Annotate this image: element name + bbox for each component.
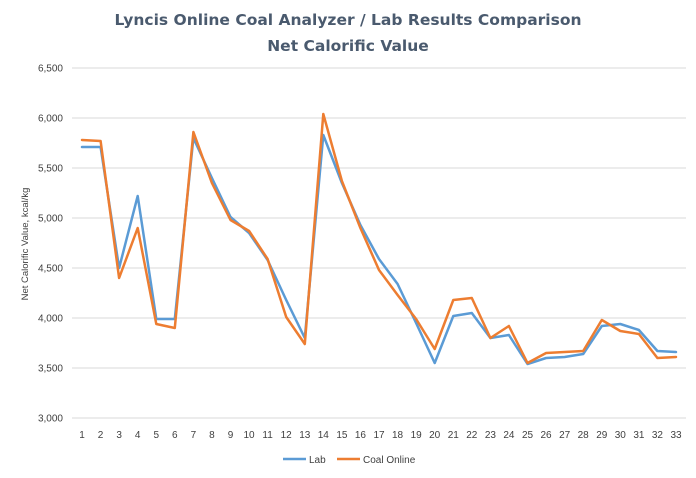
- x-tick-label: 11: [262, 430, 273, 441]
- x-tick-label: 22: [466, 430, 478, 441]
- x-tick-label: 20: [429, 430, 441, 441]
- series-line-lab: [80, 133, 678, 366]
- x-tick-label: 13: [299, 430, 311, 441]
- y-axis-label: Net Calorific Value, kcal/kg: [20, 188, 31, 301]
- x-tick-label: 12: [281, 430, 293, 441]
- legend: Lab Coal Online: [283, 455, 416, 466]
- x-tick-label: 4: [135, 430, 141, 441]
- x-tick-label: 31: [633, 430, 645, 441]
- y-tick-label: 3,500: [38, 364, 63, 375]
- x-tick-label: 29: [596, 430, 608, 441]
- series-line-coal-online: [80, 112, 678, 365]
- x-tick-label: 30: [615, 430, 627, 441]
- y-tick-label: 5,500: [38, 164, 63, 175]
- gridlines: [72, 67, 686, 419]
- x-tick-label: 26: [541, 430, 553, 441]
- x-tick-label: 16: [355, 430, 367, 441]
- x-tick-label: 23: [485, 430, 497, 441]
- x-tick-label: 6: [172, 430, 178, 441]
- x-tick-label: 10: [244, 430, 256, 441]
- x-tick-label: 14: [318, 430, 330, 441]
- x-tick-label: 8: [209, 430, 215, 441]
- x-tick-label: 17: [373, 430, 385, 441]
- x-tick-label: 32: [652, 430, 664, 441]
- legend-label-coal-online: Coal Online: [363, 455, 416, 466]
- x-tick-label: 2: [98, 430, 104, 441]
- legend-label-lab: Lab: [309, 455, 326, 466]
- y-tick-label: 6,500: [38, 64, 63, 75]
- chart-subtitle: Net Calorific Value: [267, 37, 429, 55]
- x-tick-label: 27: [559, 430, 571, 441]
- x-tick-label: 18: [392, 430, 404, 441]
- x-tick-label: 28: [578, 430, 590, 441]
- x-tick-label: 3: [116, 430, 122, 441]
- x-tick-label: 15: [336, 430, 348, 441]
- y-tick-label: 3,000: [38, 414, 63, 425]
- x-tick-label: 1: [79, 430, 85, 441]
- y-tick-label: 4,000: [38, 314, 63, 325]
- x-axis-ticks: 1 2 3 4 5 6 7 8 9 10 11 12 13 14 15 16 17 18 19 20 21 22 23 24 2…: [79, 430, 682, 441]
- y-tick-label: 6,000: [38, 114, 63, 125]
- x-tick-label: 9: [228, 430, 234, 441]
- x-tick-label: 21: [448, 430, 460, 441]
- x-tick-label: 24: [503, 430, 515, 441]
- chart-title: Lyncis Online Coal Analyzer / Lab Result…: [114, 11, 581, 29]
- x-tick-label: 25: [522, 430, 534, 441]
- y-tick-label: 4,500: [38, 264, 63, 275]
- y-axis-ticks: 3,000 3,500 4,000 4,500 5,000 5,500 6,000 6,500: [38, 64, 63, 425]
- x-tick-label: 33: [670, 430, 682, 441]
- x-tick-label: 7: [191, 430, 197, 441]
- x-tick-label: 19: [411, 430, 423, 441]
- series-lines: [80, 112, 678, 366]
- y-tick-label: 5,000: [38, 214, 63, 225]
- x-tick-label: 5: [153, 430, 159, 441]
